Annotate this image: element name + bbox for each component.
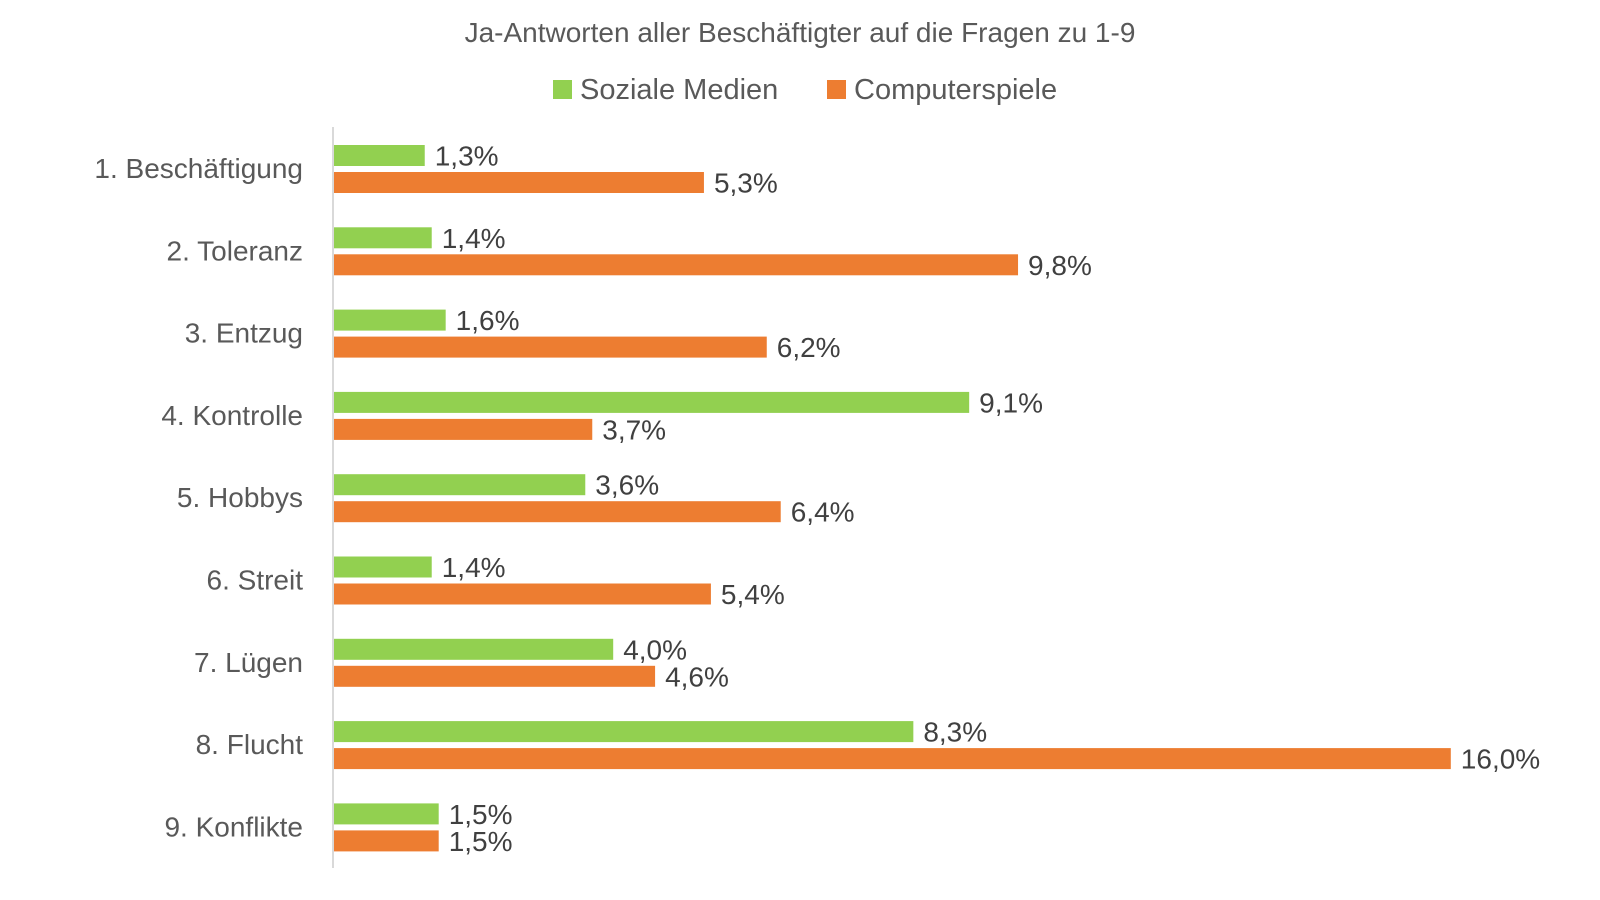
legend-swatch-computerspiele [827, 80, 846, 99]
category-label-flucht: 8. Flucht [196, 729, 304, 760]
bar-soziale-medien-konflikte [334, 803, 439, 825]
data-label-computerspiele-kontrolle: 3,7% [602, 414, 666, 445]
data-label-soziale-medien-kontrolle: 9,1% [979, 387, 1043, 418]
bar-computerspiele-toleranz [334, 254, 1019, 276]
data-label-computerspiele-flucht: 16,0% [1461, 744, 1540, 775]
bar-soziale-medien-entzug [334, 309, 446, 331]
data-label-soziale-medien-flucht: 8,3% [923, 717, 987, 748]
data-label-soziale-medien-toleranz: 1,4% [442, 223, 506, 254]
legend: Soziale Medien Computerspiele [553, 74, 1057, 106]
bar-computerspiele-beschaeftigung [334, 172, 704, 193]
category-label-beschaeftigung: 1. Beschäftigung [94, 153, 303, 184]
data-label-computerspiele-hobbys: 6,4% [791, 497, 855, 528]
bar-soziale-medien-kontrolle [334, 391, 970, 413]
bar-soziale-medien-hobbys [334, 474, 586, 496]
data-label-computerspiele-luegen: 4,6% [665, 661, 729, 692]
category-label-luegen: 7. Lügen [194, 647, 303, 678]
category-label-kontrolle: 4. Kontrolle [161, 400, 303, 431]
legend-swatch-soziale-medien [553, 80, 572, 99]
bar-computerspiele-hobbys [334, 501, 781, 523]
category-label-toleranz: 2. Toleranz [167, 235, 303, 266]
data-label-soziale-medien-streit: 1,4% [442, 552, 506, 583]
bar-computerspiele-entzug [334, 336, 767, 358]
bar-computerspiele-streit [334, 583, 711, 605]
category-label-entzug: 3. Entzug [185, 318, 303, 349]
legend-label-computerspiele: Computerspiele [854, 74, 1057, 106]
data-label-computerspiele-entzug: 6,2% [777, 332, 841, 363]
bar-soziale-medien-beschaeftigung [334, 145, 425, 166]
bar-computerspiele-flucht [334, 748, 1451, 770]
chart-title: Ja-Antworten aller Beschäftigter auf die… [465, 17, 1136, 48]
bar-soziale-medien-luegen [334, 638, 614, 660]
bar-soziale-medien-flucht [334, 721, 914, 743]
bar-soziale-medien-streit [334, 556, 432, 578]
data-label-computerspiele-toleranz: 9,8% [1028, 250, 1092, 281]
bar-computerspiele-konflikte [334, 830, 439, 852]
data-label-soziale-medien-beschaeftigung: 1,3% [435, 141, 499, 172]
data-label-soziale-medien-entzug: 1,6% [456, 305, 520, 336]
category-labels: 1. Beschäftigung 2. Toleranz 3. Entzug 4. K… [94, 153, 303, 842]
legend-label-soziale-medien: Soziale Medien [580, 74, 778, 106]
data-label-soziale-medien-luegen: 4,0% [623, 634, 687, 665]
data-label-computerspiele-konflikte: 1,5% [449, 826, 513, 857]
data-label-computerspiele-beschaeftigung: 5,3% [714, 168, 778, 199]
category-label-konflikte: 9. Konflikte [164, 811, 303, 842]
data-label-soziale-medien-konflikte: 1,5% [449, 799, 513, 830]
data-labels: 1,3% 5,3% 1,4% 9,8% 1,6% 6,2% 9,1% 3,7% 3,6% 6,4%… [435, 141, 1540, 857]
data-label-soziale-medien-hobbys: 3,6% [595, 470, 659, 501]
category-label-hobbys: 5. Hobbys [177, 482, 303, 513]
bar-soziale-medien-toleranz [334, 227, 432, 249]
bar-computerspiele-luegen [334, 665, 656, 687]
bars [334, 145, 1451, 852]
category-label-streit: 6. Streit [207, 565, 304, 596]
bar-computerspiele-kontrolle [334, 418, 593, 440]
data-label-computerspiele-streit: 5,4% [721, 579, 785, 610]
